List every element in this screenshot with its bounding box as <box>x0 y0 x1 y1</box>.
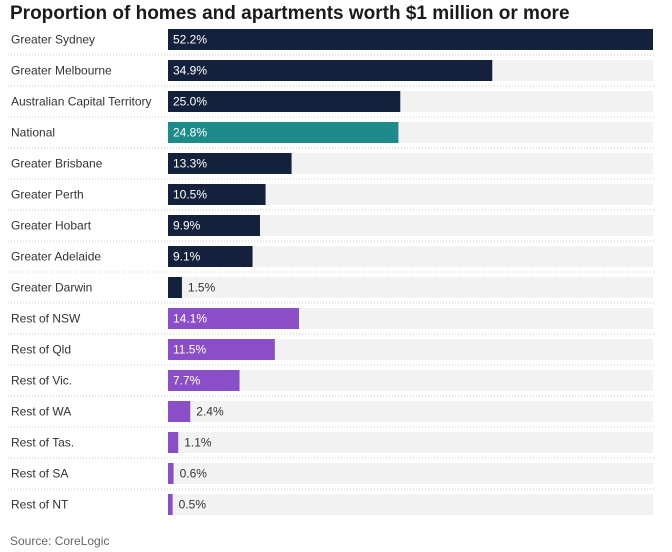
value-label: 7.7% <box>173 374 201 388</box>
chart-source: Source: CoreLogic <box>10 534 110 548</box>
value-label: 11.5% <box>173 343 206 357</box>
bar-row: Greater Darwin 1.5% <box>8 271 655 298</box>
category-label: Greater Hobart <box>11 219 92 233</box>
category-label: Greater Perth <box>11 188 84 202</box>
value-label: 9.1% <box>173 250 201 264</box>
bar-track <box>168 246 653 267</box>
bar-track <box>168 215 653 236</box>
bar-row: Rest of SA 0.6% <box>8 457 655 484</box>
category-label: Australian Capital Territory <box>11 95 152 109</box>
bar-row: Greater Sydney 52.2% <box>11 29 653 50</box>
value-label: 34.9% <box>173 64 207 78</box>
bar <box>168 215 260 236</box>
value-label: 10.5% <box>173 188 207 202</box>
category-label: Rest of WA <box>11 405 71 419</box>
category-label: Rest of NSW <box>11 312 81 326</box>
value-label: 25.0% <box>173 95 207 109</box>
bar <box>168 308 300 329</box>
bar-row: National 24.8% <box>8 116 655 143</box>
bar-row: Rest of Tas. 1.1% <box>8 426 655 453</box>
value-label: 0.6% <box>180 467 208 481</box>
category-label: Greater Adelaide <box>11 250 101 264</box>
bar-row: Rest of Qld 11.5% <box>8 333 655 360</box>
category-label: Greater Melbourne <box>11 64 112 78</box>
value-label: 2.4% <box>196 405 224 419</box>
value-label: 1.5% <box>188 281 216 295</box>
category-label: Rest of SA <box>11 467 68 481</box>
chart-title: Proportion of homes and apartments worth… <box>10 3 570 24</box>
bar-track <box>168 463 653 484</box>
category-label: Greater Sydney <box>11 33 95 47</box>
bar <box>168 91 401 112</box>
category-label: National <box>11 126 55 140</box>
bar <box>168 494 173 515</box>
bar-row: Greater Brisbane 13.3% <box>8 147 655 174</box>
bar-track <box>168 370 653 391</box>
bar-track <box>168 494 653 515</box>
category-label: Rest of Vic. <box>11 374 72 388</box>
bar-row: Rest of WA 2.4% <box>8 395 655 422</box>
category-label: Greater Brisbane <box>11 157 103 171</box>
bar-row: Rest of NSW 14.1% <box>8 302 655 329</box>
value-label: 14.1% <box>173 312 207 326</box>
bar <box>168 29 653 50</box>
bar-track <box>168 339 653 360</box>
bar <box>168 122 399 143</box>
bar <box>168 277 182 298</box>
bar-row: Greater Hobart 9.9% <box>8 209 655 236</box>
category-label: Rest of NT <box>11 498 69 512</box>
bar-row: Rest of NT 0.5% <box>8 488 655 515</box>
bar-track <box>168 401 653 422</box>
bar <box>168 60 493 81</box>
value-label: 52.2% <box>173 33 207 47</box>
category-label: Greater Darwin <box>11 281 92 295</box>
category-label: Rest of Tas. <box>11 436 74 450</box>
bar <box>168 246 253 267</box>
bar-row: Greater Adelaide 9.1% <box>8 240 655 267</box>
bar <box>168 432 179 453</box>
value-label: 9.9% <box>173 219 201 233</box>
value-label: 1.1% <box>184 436 212 450</box>
bar-row: Greater Perth 10.5% <box>8 178 655 205</box>
bar <box>168 370 240 391</box>
bar <box>168 401 191 422</box>
category-label: Rest of Qld <box>11 343 71 357</box>
bar-track <box>168 184 653 205</box>
bar-track <box>168 277 653 298</box>
bar-row: Rest of Vic. 7.7% <box>8 364 655 391</box>
value-label: 13.3% <box>173 157 207 171</box>
bar <box>168 153 292 174</box>
bar <box>168 184 266 205</box>
bar <box>168 339 275 360</box>
bar-row: Australian Capital Territory 25.0% <box>8 85 655 112</box>
bar-row: Greater Melbourne 34.9% <box>8 54 655 81</box>
bar <box>168 463 174 484</box>
value-label: 0.5% <box>179 498 207 512</box>
bar-track <box>168 432 653 453</box>
value-label: 24.8% <box>173 126 207 140</box>
